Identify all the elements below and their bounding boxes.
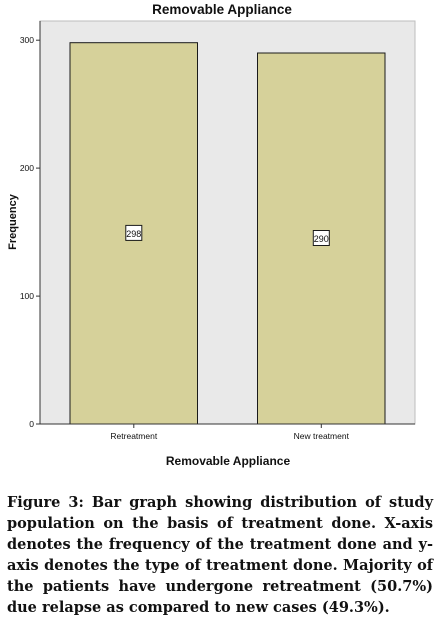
x-tick-label-1: Retreatment bbox=[110, 431, 157, 441]
y-tick-label-300: 300 bbox=[20, 35, 34, 45]
data-label-text: 298 bbox=[126, 229, 141, 239]
y-tick-label-0: 0 bbox=[29, 419, 34, 429]
figure-caption: Figure 3: Bar graph showing distribution… bbox=[7, 494, 433, 616]
data-label-1: 298 bbox=[125, 224, 143, 241]
x-axis-label: Removable Appliance bbox=[166, 454, 291, 468]
data-label-text: 290 bbox=[314, 234, 329, 244]
y-axis-label: Frequency bbox=[7, 193, 19, 250]
data-labels-layer: 298 290 bbox=[125, 224, 330, 246]
data-label-box bbox=[312, 230, 330, 246]
data-label-2: 290 bbox=[312, 230, 330, 246]
y-tick-label-200: 200 bbox=[20, 163, 34, 173]
chart-canvas: Removable Appliance 298 290 0 100 200 300 Re… bbox=[7, 2, 416, 468]
chart-title: Removable Appliance bbox=[152, 2, 292, 17]
x-ticks-layer: Retreatment New treatment bbox=[110, 424, 350, 441]
x-tick-label-2: New treatment bbox=[294, 431, 350, 441]
data-label-box bbox=[125, 224, 143, 241]
y-tick-label-100: 100 bbox=[20, 291, 34, 301]
bar-chart: Removable Appliance 298 290 0 100 200 300 Re… bbox=[7, 2, 416, 468]
y-ticks-layer: 0 100 200 300 bbox=[20, 35, 40, 429]
